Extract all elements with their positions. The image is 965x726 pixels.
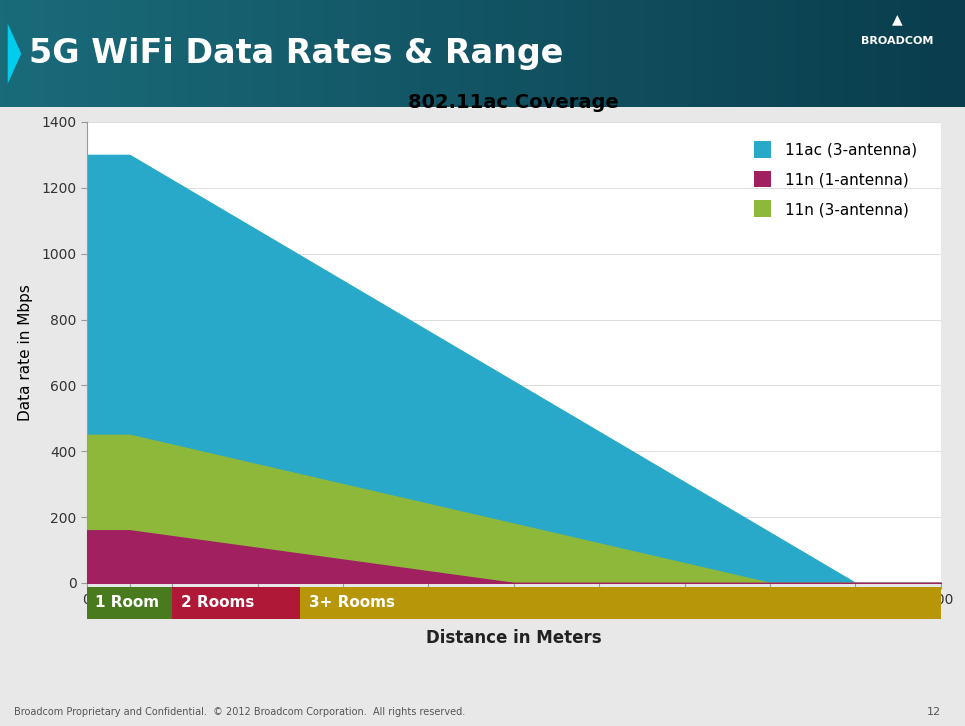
Text: ▲: ▲ xyxy=(892,12,903,26)
Legend: 11ac (3-antenna), 11n (1-antenna), 11n (3-antenna): 11ac (3-antenna), 11n (1-antenna), 11n (… xyxy=(747,134,924,225)
Text: 3+ Rooms: 3+ Rooms xyxy=(309,595,395,611)
Text: Distance in Meters: Distance in Meters xyxy=(427,629,601,647)
Polygon shape xyxy=(8,24,21,83)
Bar xyxy=(87,587,172,619)
Text: 5G WiFi Data Rates & Range: 5G WiFi Data Rates & Range xyxy=(29,37,564,70)
Text: 12: 12 xyxy=(926,707,941,717)
Text: 2 Rooms: 2 Rooms xyxy=(180,595,254,611)
Text: Broadcom Proprietary and Confidential.  © 2012 Broadcom Corporation.  All rights: Broadcom Proprietary and Confidential. ©… xyxy=(14,707,466,717)
Bar xyxy=(172,587,300,619)
Text: 1 Room: 1 Room xyxy=(96,595,159,611)
Bar xyxy=(300,587,941,619)
Y-axis label: Data rate in Mbps: Data rate in Mbps xyxy=(18,284,33,421)
Title: 802.11ac Coverage: 802.11ac Coverage xyxy=(408,93,620,112)
Text: BROADCOM: BROADCOM xyxy=(861,36,934,46)
